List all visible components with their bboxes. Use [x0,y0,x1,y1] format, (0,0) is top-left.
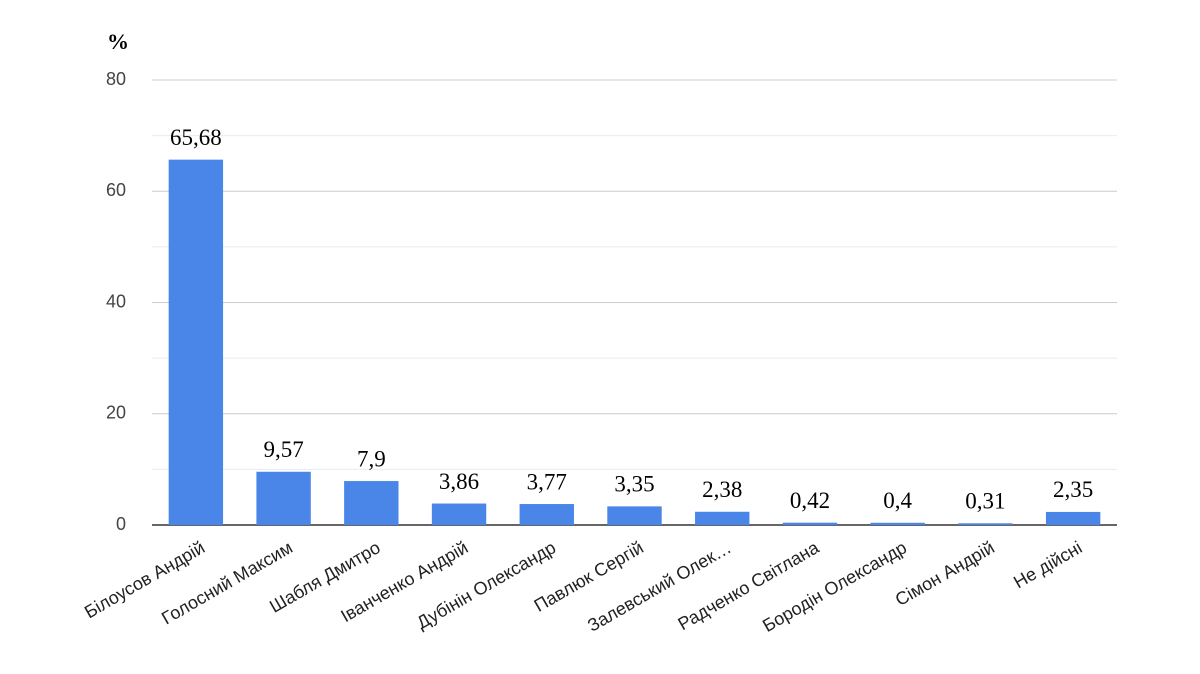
x-tick-label: Бородін Олександр [759,537,910,636]
bar [1045,511,1101,525]
y-axis-label: % [107,29,129,54]
x-tick-label: Не дійсні [1010,537,1085,592]
bar [519,504,574,525]
data-label: 2,38 [702,477,742,502]
bar [431,503,487,525]
data-label: 0,42 [790,488,830,513]
x-tick-label: Сімон Андрій [892,537,998,610]
bar [344,481,399,525]
y-tick-label: 20 [106,403,126,423]
bar [782,522,838,525]
data-label: 65,68 [170,125,222,150]
data-label: 7,9 [357,446,386,471]
x-tick-label: Радченко Світлана [674,537,823,634]
bar [607,506,662,525]
bar [256,471,311,525]
bar [870,522,925,525]
data-label: 0,4 [883,488,912,513]
bar [168,159,224,525]
x-tick-label: Залевський Олек… [584,537,735,635]
data-label: 9,57 [263,437,303,462]
bar [958,523,1013,525]
y-tick-label: 80 [106,69,126,89]
data-label: 3,86 [439,469,479,494]
data-label: 3,77 [527,469,567,494]
y-tick-label: 60 [106,180,126,200]
y-tick-label: 40 [106,291,126,311]
data-label: 2,35 [1053,477,1093,502]
data-label: 0,31 [965,489,1005,514]
y-tick-label: 0 [116,514,126,534]
bar [695,511,750,525]
data-label: 3,35 [614,472,654,497]
